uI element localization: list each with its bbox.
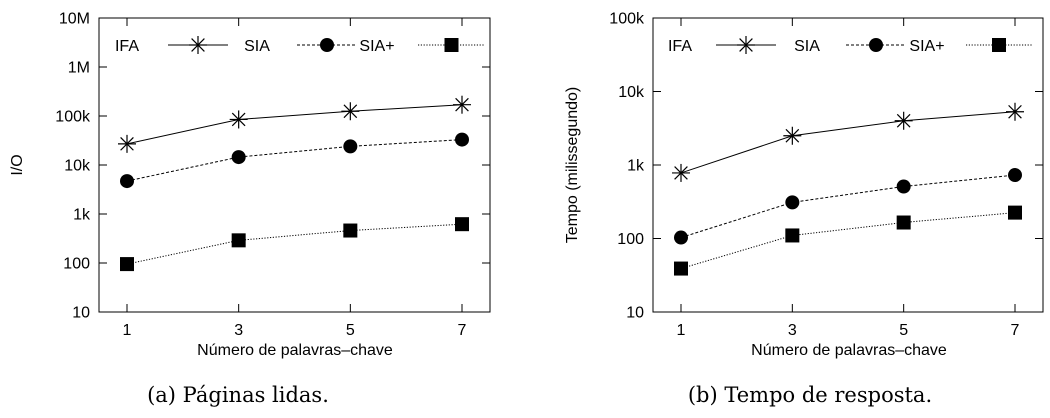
data-point [120,174,134,189]
series-line [126,223,463,265]
y-tick-label: 10k [64,158,91,175]
chart-b: 10 100 1k 10k 100k 1 3 5 7 Número de palavras–cha… [564,11,1044,407]
x-tick-label: 1 [123,322,132,339]
data-point [231,233,246,248]
data-point [120,257,134,272]
data-point [455,217,469,232]
series-line [680,111,1016,174]
data-point [453,95,471,114]
data-point [341,102,360,121]
legend-marker [444,38,459,52]
series-ifa [118,95,471,153]
caption: (a) Páginas lidas. [147,383,329,407]
series-ifa [672,102,1024,182]
plot-frame [98,17,491,313]
data-point [785,195,800,210]
x-tick-label: 5 [346,322,355,339]
legend: IFA SIA SIA+ [115,36,485,55]
data-point [231,150,246,165]
legend: IFA SIA SIA+ [668,36,1032,55]
data-point [672,163,690,182]
y-tick-label: 10M [59,11,90,28]
data-point [894,111,913,130]
x-tick-label: 3 [788,322,797,339]
y-tick-label: 100 [617,231,644,248]
x-tick-label: 1 [677,322,686,339]
x-axis-label: Número de palavras–chave [751,342,947,359]
caption: (b) Tempo de resposta. [688,383,932,407]
data-point [229,110,248,129]
legend-label: IFA [115,38,139,55]
y-axis-label: I/O [9,154,26,175]
legend-marker [992,38,1006,52]
series-line [126,139,463,182]
y-tick-label: 100k [609,11,645,28]
y-tick-label: 100 [63,256,90,273]
y-tick-label: 100k [55,109,91,126]
series-sia [120,132,469,189]
legend-label: SIA [794,38,820,55]
y-tick-label: 1k [627,158,645,175]
data-point [1008,168,1022,183]
y-tick-label: 10 [72,305,90,322]
y-axis-label: Tempo (milissegundo) [564,87,581,244]
data-point [343,223,358,238]
legend-marker [189,36,207,54]
legend-marker [737,36,755,54]
legend-label: SIA+ [909,38,944,55]
data-point [785,228,800,243]
series-line [126,104,463,145]
legend-label: IFA [668,38,692,55]
data-point [896,179,911,194]
data-point [118,134,136,153]
series-sia-plus [120,217,469,272]
legend-marker [869,38,883,52]
data-point [1006,102,1024,121]
legend-label: SIA+ [359,38,394,55]
legend-label: SIA [244,38,270,55]
y-tick-label: 10k [618,84,645,101]
data-point [1008,205,1022,220]
y-tick-label: 1M [68,60,90,77]
data-point [896,215,911,230]
x-tick-label: 5 [899,322,908,339]
x-tick-label: 7 [458,322,467,339]
data-point [783,126,802,145]
x-tick-label: 3 [234,322,243,339]
data-point [455,132,469,147]
legend-marker [320,38,334,52]
x-tick-label: 7 [1011,322,1020,339]
y-tick-label: 1k [73,207,91,224]
series-line [680,174,1016,239]
series-sia-plus [674,205,1022,276]
data-point [343,139,358,154]
y-tick-label: 10 [626,305,644,322]
data-point [674,261,688,276]
data-point [674,230,688,245]
series-sia [674,168,1022,245]
x-axis-label: Número de palavras–chave [197,342,393,359]
plot-frame [652,17,1044,313]
chart-a: 10 100 1k 10k 100k 1M 10M 1 3 5 7 Número de palavra… [9,11,491,407]
series-line [680,212,1016,270]
